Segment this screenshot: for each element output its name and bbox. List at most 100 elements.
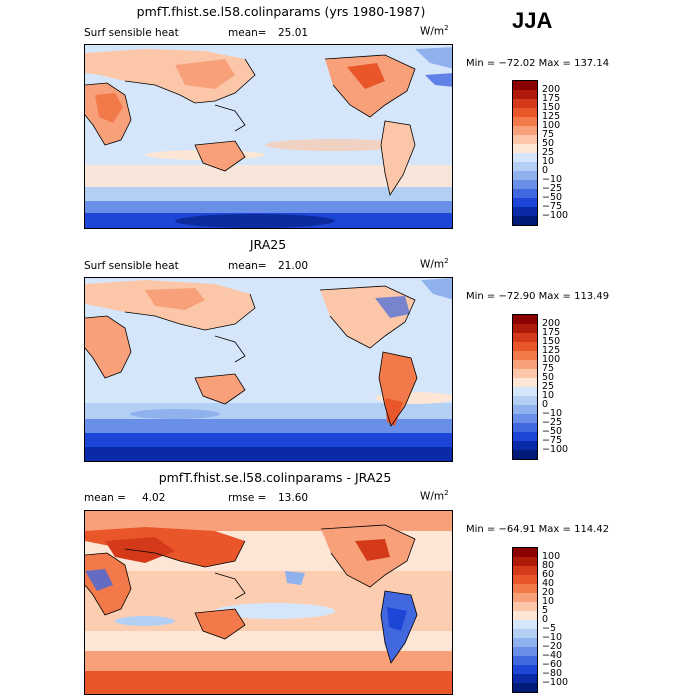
panel3-title: pmfT.fhist.se.l58.colinparams - JRA25 <box>158 470 392 485</box>
colorbar-tick-label: 10 <box>542 596 555 607</box>
colorbar-swatch <box>513 162 537 171</box>
colorbar-tick-label: −100 <box>542 677 569 688</box>
colorbar-swatch <box>513 629 537 638</box>
colorbar-swatch <box>513 414 537 423</box>
colorbar-swatch <box>513 396 537 405</box>
panel2-variable-label: Surf sensible heat <box>84 260 179 272</box>
colorbar-swatch <box>513 189 537 198</box>
colorbar-swatch <box>513 360 537 369</box>
colorbar-swatch <box>513 333 537 342</box>
colorbar-swatch <box>513 566 537 575</box>
panel3-mean-value: 4.02 <box>142 492 166 504</box>
colorbar-swatch <box>513 387 537 396</box>
colorbar-swatch <box>513 108 537 117</box>
colorbar-tick-label: 200 <box>542 84 561 95</box>
colorbar-tick-label: 125 <box>542 345 561 356</box>
colorbar-swatch <box>513 683 537 692</box>
colorbar-swatch <box>513 593 537 602</box>
colorbar-swatch <box>513 180 537 189</box>
colorbar-tick-label: 80 <box>542 560 555 571</box>
colorbar-tick-label: 0 <box>542 399 549 410</box>
panel3-mean-label: mean = <box>84 492 126 504</box>
colorbar-swatch <box>513 620 537 629</box>
colorbar-swatch <box>513 647 537 656</box>
colorbar-tick-label: 150 <box>542 102 561 113</box>
colorbar-swatch <box>513 324 537 333</box>
panel1-minmax: Min = −72.02 Max = 137.14 <box>466 58 610 69</box>
colorbar-tick-label: 25 <box>542 381 555 392</box>
colorbar-tick-label: −10 <box>542 174 563 185</box>
colorbar-swatch <box>513 405 537 414</box>
panel1-units: W/m2 <box>420 24 449 38</box>
colorbar-tick-label: −100 <box>542 444 569 455</box>
colorbar-swatch <box>513 674 537 683</box>
colorbar-tick-label: 0 <box>542 614 549 625</box>
panel2-units: W/m2 <box>420 257 449 271</box>
colorbar-swatch <box>513 432 537 441</box>
colorbar-tick-label: −25 <box>542 417 563 428</box>
colorbar-tick-label: 175 <box>542 327 561 338</box>
colorbar-swatch <box>513 216 537 225</box>
panel3-minmax: Min = −64.91 Max = 114.42 <box>466 524 610 535</box>
panel3-rmse-value: 13.60 <box>278 492 309 504</box>
colorbar-swatch <box>513 575 537 584</box>
colorbar-tick-label: −75 <box>542 435 563 446</box>
panel3-colorbar <box>512 547 538 693</box>
colorbar-tick-label: 50 <box>542 138 555 149</box>
colorbar-tick-label: −100 <box>542 210 569 221</box>
colorbar-tick-label: −50 <box>542 192 563 203</box>
panel2-minmax: Min = −72.90 Max = 113.49 <box>466 291 610 302</box>
colorbar-swatch <box>513 126 537 135</box>
colorbar-swatch <box>513 144 537 153</box>
colorbar-tick-label: 100 <box>542 551 561 562</box>
colorbar-swatch <box>513 90 537 99</box>
colorbar-swatch <box>513 369 537 378</box>
colorbar-swatch <box>513 548 537 557</box>
colorbar-swatch <box>513 584 537 593</box>
colorbar-swatch <box>513 81 537 90</box>
colorbar-tick-label: −60 <box>542 659 563 670</box>
panel2-colorbar <box>512 314 538 460</box>
colorbar-tick-label: −50 <box>542 426 563 437</box>
panel1-colorbar <box>512 80 538 226</box>
panel2-title: JRA25 <box>249 237 287 252</box>
colorbar-swatch <box>513 638 537 647</box>
colorbar-tick-label: −10 <box>542 632 563 643</box>
colorbar-tick-label: 75 <box>542 363 555 374</box>
colorbar-tick-label: 5 <box>542 605 549 616</box>
colorbar-swatch <box>513 207 537 216</box>
colorbar-swatch <box>513 441 537 450</box>
panel2-mean-label: mean= <box>228 260 267 272</box>
panel3-map <box>84 510 453 695</box>
colorbar-swatch <box>513 656 537 665</box>
panel1-mean-label: mean= <box>228 27 267 39</box>
colorbar-swatch <box>513 153 537 162</box>
colorbar-swatch <box>513 351 537 360</box>
colorbar-swatch <box>513 117 537 126</box>
colorbar-swatch <box>513 342 537 351</box>
colorbar-swatch <box>513 135 537 144</box>
colorbar-tick-label: 50 <box>542 372 555 383</box>
colorbar-swatch <box>513 198 537 207</box>
panel1-map <box>84 44 453 229</box>
panel1-variable-label: Surf sensible heat <box>84 27 179 39</box>
panel2-mean-value: 21.00 <box>278 260 309 272</box>
colorbar-swatch <box>513 557 537 566</box>
colorbar-swatch <box>513 450 537 459</box>
panel1-title: pmfT.fhist.se.l58.colinparams (yrs 1980-… <box>136 4 426 19</box>
colorbar-swatch <box>513 602 537 611</box>
colorbar-tick-label: −5 <box>542 623 557 634</box>
colorbar-tick-label: 100 <box>542 120 561 131</box>
colorbar-tick-label: 200 <box>542 318 561 329</box>
colorbar-tick-label: −40 <box>542 650 563 661</box>
colorbar-tick-label: 150 <box>542 336 561 347</box>
season-label: JJA <box>512 8 553 33</box>
colorbar-swatch <box>513 171 537 180</box>
colorbar-swatch <box>513 665 537 674</box>
colorbar-tick-label: 20 <box>542 587 555 598</box>
colorbar-tick-label: 125 <box>542 111 561 122</box>
colorbar-tick-label: −80 <box>542 668 563 679</box>
colorbar-tick-label: 175 <box>542 93 561 104</box>
colorbar-swatch <box>513 423 537 432</box>
panel3-units: W/m2 <box>420 489 449 503</box>
